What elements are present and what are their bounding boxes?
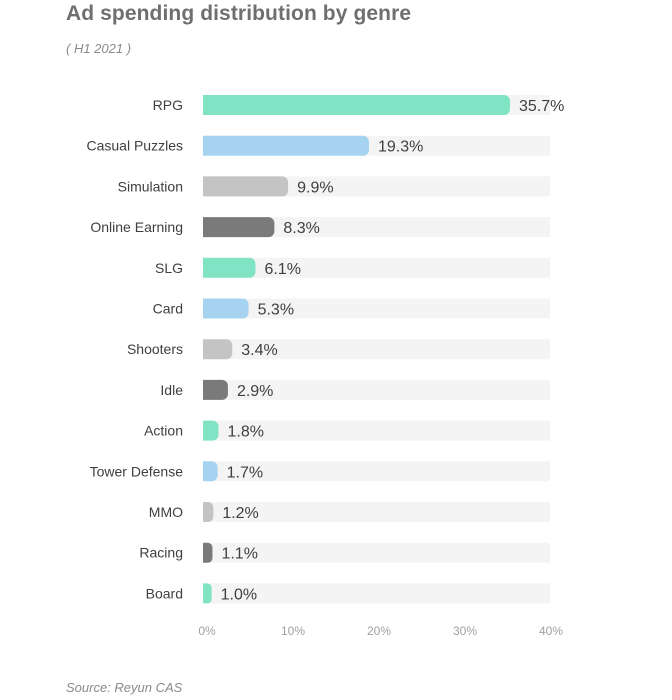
category-label: Racing <box>139 545 183 561</box>
x-tick-label: 20% <box>367 624 391 638</box>
bar-track <box>203 461 550 482</box>
x-tick-label: 40% <box>539 624 563 638</box>
category-label: RPG <box>153 97 183 113</box>
chart-title: Ad spending distribution by genre <box>66 2 412 25</box>
category-label: Idle <box>160 382 183 398</box>
category-label: Casual Puzzles <box>87 138 184 154</box>
bar-track <box>203 339 550 360</box>
category-label: Simulation <box>118 178 183 194</box>
bar-slg <box>203 257 256 278</box>
value-label: 2.9% <box>237 383 273 400</box>
bar-track <box>203 542 550 563</box>
category-label: Board <box>146 585 183 601</box>
bar-mmo <box>203 501 214 522</box>
value-label: 1.0% <box>221 586 257 603</box>
bar-rpg <box>203 95 511 115</box>
category-label: Card <box>153 301 183 317</box>
bar-card <box>203 298 249 319</box>
category-label: Tower Defense <box>90 463 184 479</box>
value-label: 6.1% <box>264 261 300 278</box>
bar-racing <box>203 542 213 563</box>
bar-chart: RPG Casual Puzzles Simulation Online Earnin… <box>87 95 564 638</box>
category-label: Shooters <box>127 341 183 357</box>
bar-track <box>203 176 550 197</box>
bar-track <box>203 502 550 522</box>
value-label: 35.7% <box>519 98 564 115</box>
value-label: 1.1% <box>221 546 257 563</box>
value-label: 19.3% <box>378 139 423 156</box>
x-tick-label: 30% <box>453 624 477 638</box>
bar-track <box>203 583 550 604</box>
bar-board <box>203 583 212 604</box>
value-label: 1.7% <box>227 464 263 481</box>
bar-track <box>203 257 550 278</box>
value-label: 9.9% <box>297 179 333 196</box>
source-note: Source: Reyun CAS <box>66 680 183 695</box>
bar-casual-puzzles <box>203 135 369 156</box>
category-label: Online Earning <box>90 219 183 235</box>
value-label: 1.8% <box>227 424 263 441</box>
bar-simulation <box>203 176 289 197</box>
bar-idle <box>203 379 228 400</box>
category-label: SLG <box>155 260 183 276</box>
bar-online-earning <box>203 217 275 238</box>
x-tick-label: 0% <box>198 624 216 638</box>
value-label: 3.4% <box>241 342 277 359</box>
bar-action <box>203 420 219 441</box>
chart-subtitle: ( H1 2021 ) <box>66 41 132 56</box>
bar-tower-defense <box>203 461 218 482</box>
bar-track <box>203 420 550 441</box>
bar-track <box>203 217 550 238</box>
x-tick-label: 10% <box>281 624 305 638</box>
category-label: MMO <box>149 504 183 520</box>
value-label: 8.3% <box>283 220 319 237</box>
bar-track <box>203 298 550 319</box>
bar-track <box>203 379 550 400</box>
value-label: 1.2% <box>222 505 258 522</box>
bar-shooters <box>203 339 233 360</box>
value-label: 5.3% <box>258 302 294 319</box>
category-label: Action <box>144 423 183 439</box>
